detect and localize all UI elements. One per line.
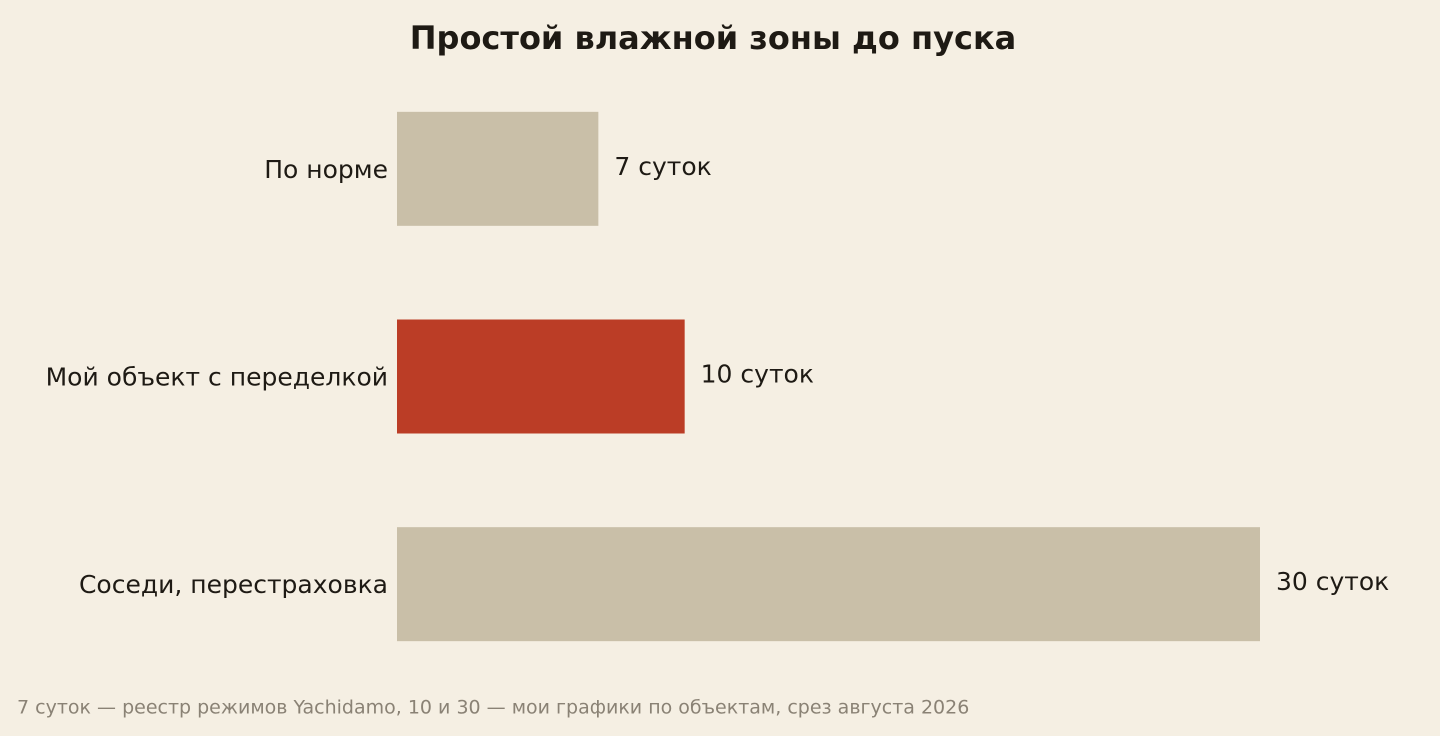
bar	[397, 527, 1260, 642]
category-label: По норме	[264, 155, 388, 184]
value-label: 30 суток	[1276, 567, 1389, 596]
bar	[397, 319, 685, 434]
value-label: 10 суток	[701, 360, 814, 389]
value-label: 7 суток	[614, 152, 711, 181]
footnote: 7 суток — реестр режимов Yachidamo, 10 и…	[17, 697, 969, 719]
category-label: Мой объект с переделкой	[46, 363, 388, 392]
category-label: Соседи, перестраховка	[79, 570, 388, 599]
bar	[397, 111, 599, 226]
chart-title: Простой влажной зоны до пуска	[410, 19, 1017, 57]
